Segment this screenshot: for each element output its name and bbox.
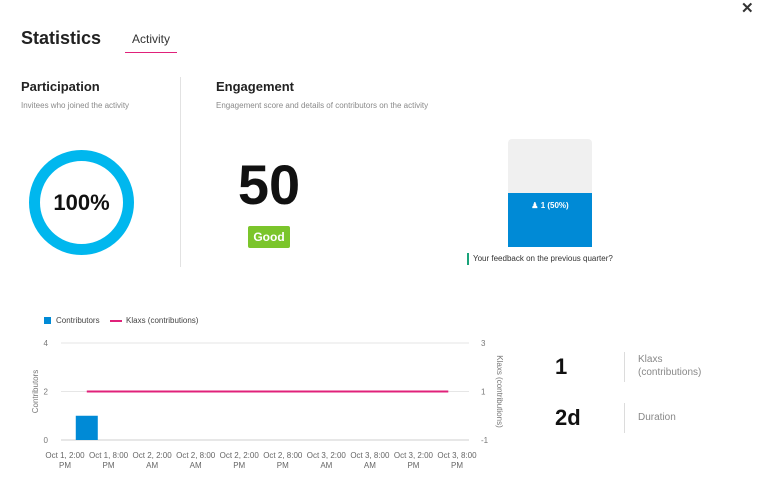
stat-klaxs-divider xyxy=(624,352,625,382)
participation-subtitle: Invitees who joined the activity xyxy=(21,101,130,110)
y-tick-label: 2 xyxy=(44,388,49,397)
y-tick-label: 0 xyxy=(44,436,49,445)
engagement-title: Engagement xyxy=(216,79,295,94)
contributors-bar xyxy=(75,415,98,440)
users-icon: ♟ xyxy=(531,201,539,210)
legend-klaxs[interactable]: Klaxs (contributions) xyxy=(110,316,198,326)
x-tick-label: Oct 3, 2:00 AM xyxy=(307,451,347,470)
y2-tick-label: 1 xyxy=(481,388,486,397)
y2-tick-label: 3 xyxy=(481,339,486,348)
stat-klaxs-value: 1 xyxy=(555,354,568,379)
feedback-question[interactable]: Your feedback on the previous quarter? xyxy=(467,253,613,265)
x-tick-label: Oct 2, 8:00 AM xyxy=(176,451,216,470)
y-tick-label: 4 xyxy=(44,339,49,348)
y-axis-label: Contributors xyxy=(31,370,40,414)
y2-tick-label: -1 xyxy=(481,436,489,445)
x-tick-label: Oct 2, 2:00 PM xyxy=(220,451,260,470)
engagement-bar-value: 1 (50%) xyxy=(540,201,569,210)
engagement-bar-fill xyxy=(508,193,592,247)
engagement-subtitle: Engagement score and details of contribu… xyxy=(216,101,429,110)
x-tick-label: Oct 1, 2:00 PM xyxy=(45,451,85,470)
legend-contributors[interactable]: Contributors xyxy=(44,316,100,326)
engagement-rating-badge: Good xyxy=(248,226,290,248)
y2-axis-label: Klaxs (contributions) xyxy=(495,355,504,428)
participation-donut xyxy=(29,150,134,255)
section-divider xyxy=(180,77,181,267)
engagement-contributors-bar: ♟ 1 (50%) xyxy=(508,139,592,247)
legend-contributors-swatch xyxy=(44,317,51,325)
x-tick-label: Oct 2, 2:00 AM xyxy=(133,451,173,470)
x-tick-label: Oct 3, 8:00 PM xyxy=(437,451,477,470)
legend-klaxs-swatch xyxy=(110,319,122,322)
x-tick-label: Oct 1, 8:00 PM xyxy=(89,451,129,470)
engagement-bar-label: ♟ 1 (50%) xyxy=(508,201,592,210)
legend-klaxs-label: Klaxs (contributions) xyxy=(126,316,199,325)
engagement-score: 50 xyxy=(237,153,301,216)
stat-duration-label: Duration xyxy=(638,412,676,423)
tab-activity[interactable]: Activity xyxy=(125,31,177,53)
legend-contributors-label: Contributors xyxy=(56,316,100,325)
x-tick-label: Oct 3, 2:00 PM xyxy=(394,451,434,470)
page-title: Statistics xyxy=(21,28,102,48)
participation-value: 100% xyxy=(53,190,110,215)
participation-title: Participation xyxy=(21,79,100,94)
stat-klaxs-label: Klaxs (contributions) xyxy=(638,354,702,378)
x-tick-label: Oct 2, 8:00 PM xyxy=(263,451,303,470)
stat-duration-value: 2d xyxy=(555,405,581,430)
close-icon[interactable]: ✕ xyxy=(741,0,754,17)
stat-duration-divider xyxy=(624,403,625,433)
x-tick-label: Oct 3, 8:00 AM xyxy=(350,451,390,470)
